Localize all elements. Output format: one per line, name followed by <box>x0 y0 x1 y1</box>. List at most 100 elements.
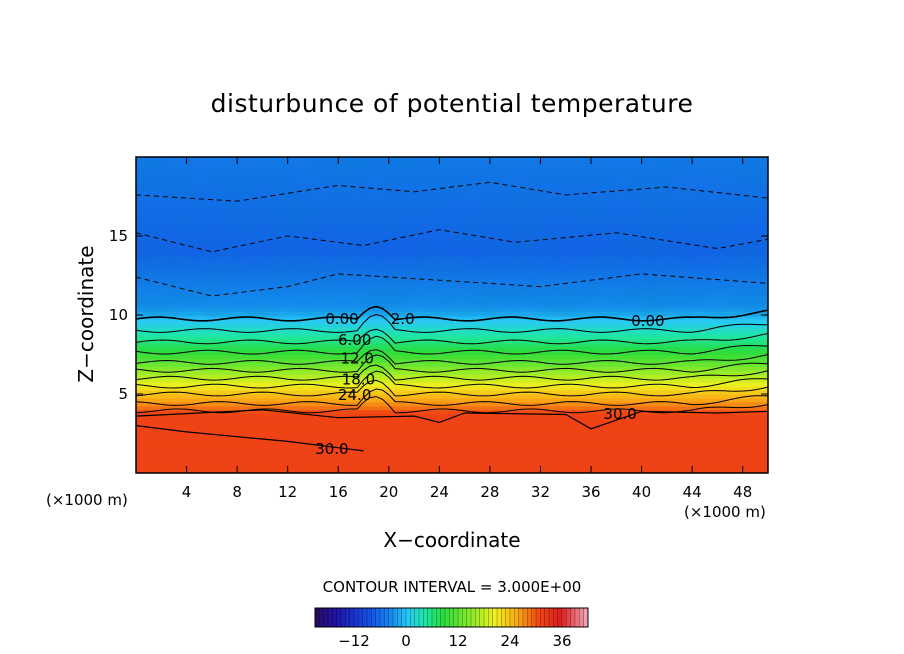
colorbar-cell <box>457 607 463 628</box>
colorbar-cell <box>453 607 459 628</box>
contour-line <box>136 364 768 381</box>
colorbar-cell <box>501 607 507 628</box>
colorbar-cell <box>561 607 567 628</box>
color-band <box>136 373 768 379</box>
contour-lines <box>136 181 768 452</box>
colorbar-cell <box>423 607 429 628</box>
color-band <box>136 322 768 328</box>
colorbar-cell <box>488 607 494 628</box>
color-band <box>136 377 768 383</box>
y-tick-label: 5 <box>118 385 128 403</box>
colorbar-cell <box>557 607 563 628</box>
contour-line <box>136 335 768 355</box>
colorbar-cell <box>553 607 559 628</box>
color-band <box>136 334 768 340</box>
contour-label: 0.00 <box>325 310 358 328</box>
contour-line <box>136 305 768 322</box>
colorbar-cell <box>323 607 329 628</box>
colorbar-cell <box>371 607 377 628</box>
contour-line <box>136 313 768 333</box>
x-tick-label: 4 <box>182 483 192 501</box>
contour-line <box>136 379 768 397</box>
colorbar-tick-label: 24 <box>500 632 519 650</box>
colorbar-cell <box>336 607 342 628</box>
colorbar-cell <box>397 607 403 628</box>
colorbar-cell <box>566 607 572 628</box>
contour-line-30 <box>136 409 768 430</box>
colorbar-cell <box>410 607 416 628</box>
color-band <box>136 468 768 473</box>
colorbar-cell <box>449 607 455 628</box>
colorbar-cell <box>353 607 359 628</box>
contour-label: 18.0 <box>342 370 375 388</box>
colorbar-ticks: −12 0 12 24 36 <box>338 632 571 650</box>
x-tick-label: 24 <box>430 483 449 501</box>
contour-label: 24.0 <box>338 386 371 404</box>
color-band <box>136 436 768 442</box>
colorbar-cell <box>358 607 364 628</box>
color-band <box>136 444 768 450</box>
color-band <box>136 318 768 324</box>
colorbar-cell <box>518 607 524 628</box>
contour-label: 30.0 <box>603 405 636 423</box>
colorbar-cell <box>349 607 355 628</box>
contour-label: 30.0 <box>315 440 348 458</box>
color-band <box>136 401 768 407</box>
colorbar-cell <box>535 607 541 628</box>
colorbar-cell <box>505 607 511 628</box>
colorbar <box>314 607 589 628</box>
contour-label: 0.00 <box>631 312 664 330</box>
negative-contour-line <box>136 229 768 253</box>
colorbar-cell <box>522 607 528 628</box>
color-band <box>136 361 768 367</box>
color-band <box>136 417 768 423</box>
color-band <box>136 381 768 387</box>
colorbar-cell <box>401 607 407 628</box>
x-tick-label: 44 <box>683 483 702 501</box>
color-band <box>136 429 768 434</box>
colorbar-cell <box>470 607 476 628</box>
colorbar-cell <box>366 607 372 628</box>
color-band <box>136 433 768 438</box>
color-band <box>136 389 768 395</box>
colorbar-tick-label: −12 <box>338 632 370 650</box>
negative-contour-line <box>136 273 768 297</box>
color-band <box>136 330 768 336</box>
colorbar-cell <box>444 607 450 628</box>
color-band <box>136 448 768 454</box>
colorbar-cell <box>509 607 515 628</box>
x-tick-label: 16 <box>329 483 348 501</box>
contour-line <box>136 328 768 345</box>
colorbar-cell <box>345 607 351 628</box>
x-tick-label: 40 <box>632 483 651 501</box>
colorbar-cell <box>466 607 472 628</box>
x-unit-left: (×1000 m) <box>46 491 128 509</box>
colorbar-cell <box>514 607 520 628</box>
upper-texture <box>136 157 768 317</box>
colorbar-cell <box>436 607 442 628</box>
colorbar-cell <box>379 607 385 628</box>
colorbar-cell <box>475 607 481 628</box>
colorbar-cell <box>405 607 411 628</box>
x-tick-label: 28 <box>480 483 499 501</box>
color-band <box>136 369 768 375</box>
colorbar-cell <box>314 607 320 628</box>
colorbar-cell <box>579 607 585 628</box>
colorbar-cell <box>384 607 390 628</box>
x-tick-label: 48 <box>733 483 752 501</box>
colorbar-cell <box>492 607 498 628</box>
contour-line <box>136 349 768 365</box>
colorbar-cell <box>440 607 446 628</box>
color-band <box>136 326 768 332</box>
colorbar-cell <box>340 607 346 628</box>
color-band <box>136 346 768 352</box>
color-band <box>136 452 768 458</box>
colorbar-cell <box>570 607 576 628</box>
colorbar-frame <box>314 607 589 628</box>
contour-label: 6.00 <box>338 331 371 349</box>
colorbar-cell <box>479 607 485 628</box>
colorbar-tick-label: 0 <box>401 632 411 650</box>
contour-line <box>136 354 768 373</box>
x-axis-label: X−coordinate <box>383 528 520 552</box>
